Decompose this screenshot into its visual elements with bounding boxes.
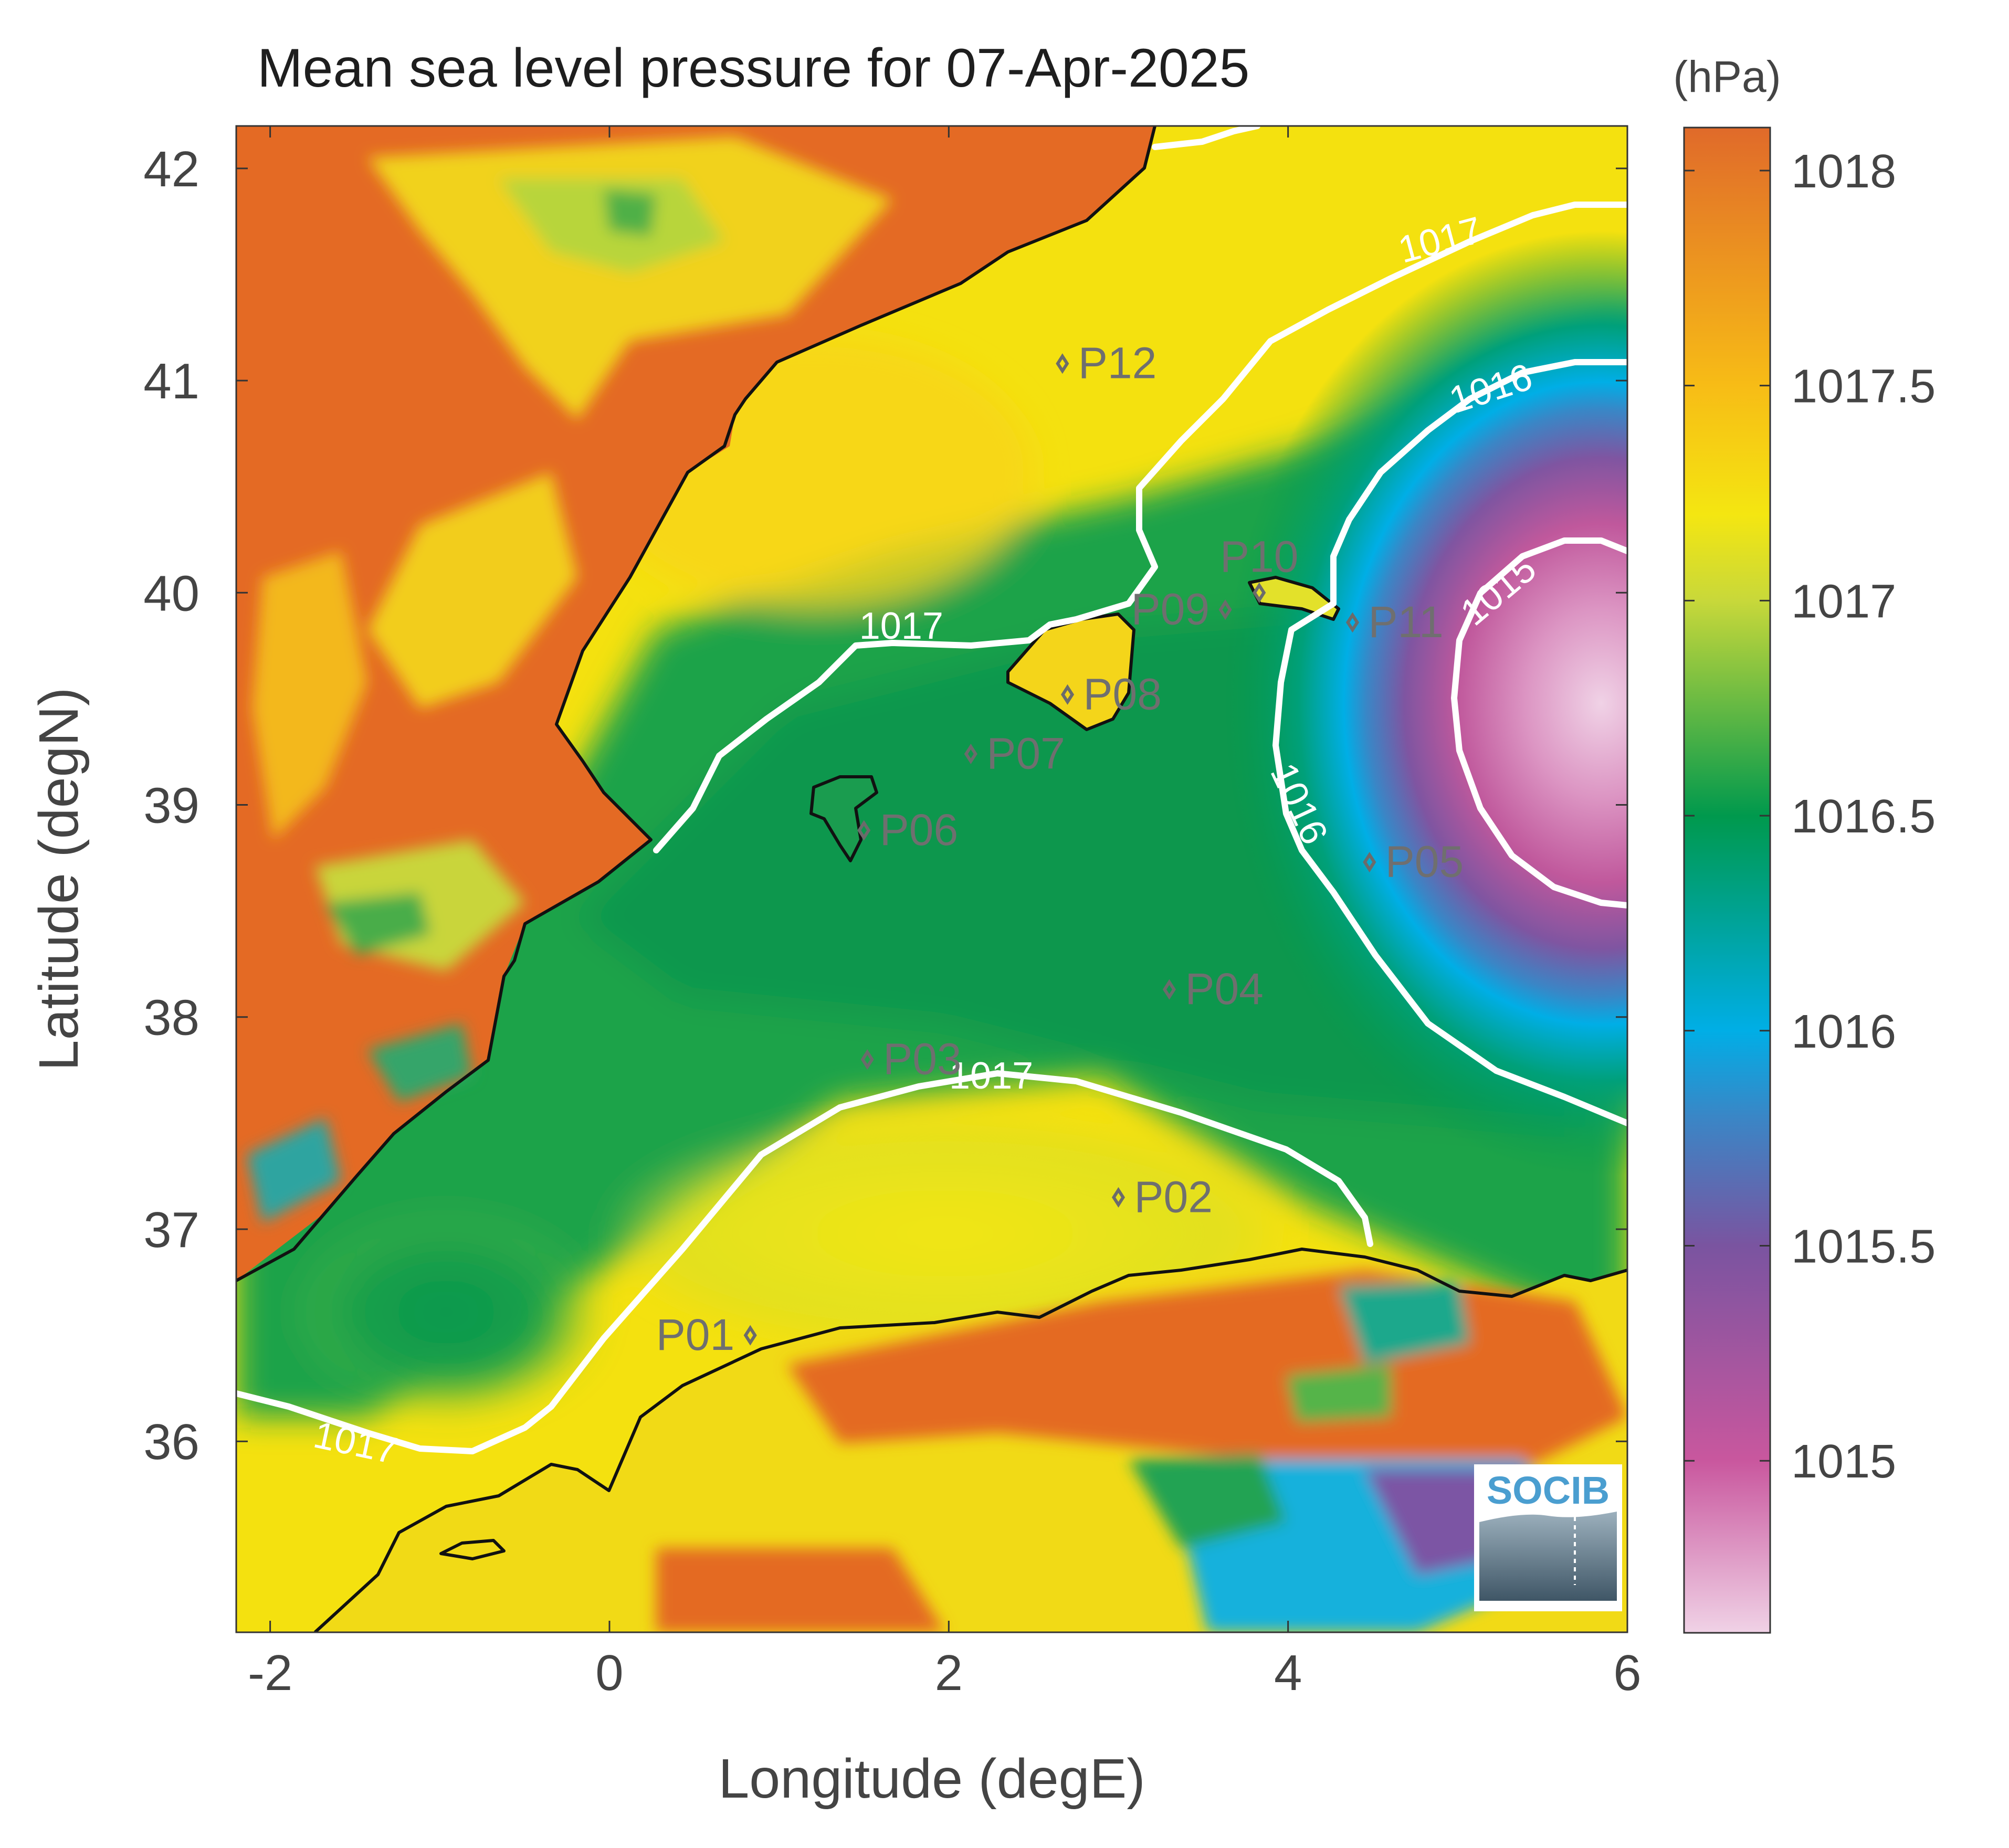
y-tick-label: 42 [143, 141, 199, 197]
station-label: P06 [880, 805, 958, 854]
station-label: P03 [883, 1034, 961, 1084]
socib-logo: SOCIB [1474, 1464, 1622, 1611]
station-marker [1056, 353, 1069, 374]
colorbar-tick-label: 1018 [1791, 145, 1896, 198]
station-p02: P02 [1111, 1172, 1213, 1221]
station-label: P09 [1131, 585, 1209, 634]
x-tick-label: 2 [935, 1645, 963, 1701]
station-marker [857, 820, 871, 841]
socib-logo-text: SOCIB [1487, 1469, 1610, 1512]
x-tick-label: 0 [595, 1645, 623, 1701]
isobar-contours [236, 126, 1627, 1454]
y-tick-label: 41 [143, 353, 199, 409]
colorbar-tick-label: 1015.5 [1791, 1221, 1936, 1273]
y-axis-title: Latitude (degN) [28, 688, 90, 1071]
y-tick-label: 36 [143, 1414, 199, 1470]
station-marker [1162, 979, 1176, 1000]
station-marker [1253, 582, 1266, 603]
station-label: P02 [1134, 1172, 1212, 1221]
station-marker [1111, 1187, 1126, 1208]
station-p09: P09 [1131, 585, 1232, 634]
station-label: P04 [1185, 964, 1263, 1013]
station-label: P10 [1220, 532, 1298, 581]
station-marker [964, 743, 977, 765]
x-tick-label: -2 [248, 1645, 292, 1701]
contour-label: 1017 [949, 1055, 1033, 1097]
map-frame [235, 125, 1628, 1633]
y-tick-label: 40 [143, 565, 199, 621]
colorbar-tick-label: 1015 [1791, 1435, 1896, 1488]
station-marker [743, 1325, 757, 1346]
colorbar-ticks: 1015 1015.5 1016 1016.5 1017 1017.5 1018 [1684, 145, 1936, 1488]
y-axis: 36 37 38 39 40 41 42 [143, 141, 1627, 1470]
station-p03: P03 [860, 1034, 962, 1084]
station-marker [860, 1049, 874, 1070]
x-axis: -2 0 2 4 6 [248, 126, 1642, 1701]
map-panel [236, 126, 1627, 1632]
station-label: P08 [1084, 669, 1162, 719]
colorbar-unit-label: (hPa) [1673, 52, 1781, 101]
station-marker [1363, 852, 1376, 873]
station-p08: P08 [1060, 669, 1162, 719]
station-label: P07 [986, 729, 1065, 778]
station-p11: P11 [1345, 597, 1444, 647]
station-marker [1218, 599, 1232, 620]
station-marker [1060, 684, 1075, 705]
colorbar-tick-label: 1016 [1791, 1006, 1896, 1058]
station-label: P05 [1385, 837, 1464, 886]
contour-label: 1017 [859, 605, 943, 647]
station-p04: P04 [1162, 964, 1264, 1013]
station-p05: P05 [1363, 837, 1464, 886]
station-label: P01 [656, 1310, 734, 1359]
station-label: P12 [1078, 339, 1156, 388]
x-axis-title: Longitude (degE) [718, 1748, 1145, 1810]
y-tick-label: 38 [143, 990, 199, 1046]
colorbar-tick-label: 1017 [1791, 575, 1896, 628]
y-tick-label: 37 [143, 1202, 199, 1258]
colorbar-tick-label: 1017.5 [1791, 361, 1936, 413]
station-p07: P07 [964, 729, 1065, 778]
station-p06: P06 [857, 805, 958, 854]
station-label: P11 [1368, 597, 1443, 647]
y-tick-label: 39 [143, 778, 199, 834]
colorbar-tick-label: 1016.5 [1791, 790, 1936, 843]
x-tick-label: 4 [1274, 1645, 1302, 1701]
station-p12: P12 [1056, 339, 1156, 388]
chart-title: Mean sea level pressure for 07-Apr-2025 [257, 38, 1249, 99]
colorbar: (hPa) [1673, 52, 1781, 1634]
x-tick-label: 6 [1613, 1645, 1641, 1701]
station-marker [1345, 612, 1360, 633]
station-p10: P10 [1220, 532, 1298, 603]
station-p01: P01 [656, 1310, 757, 1359]
